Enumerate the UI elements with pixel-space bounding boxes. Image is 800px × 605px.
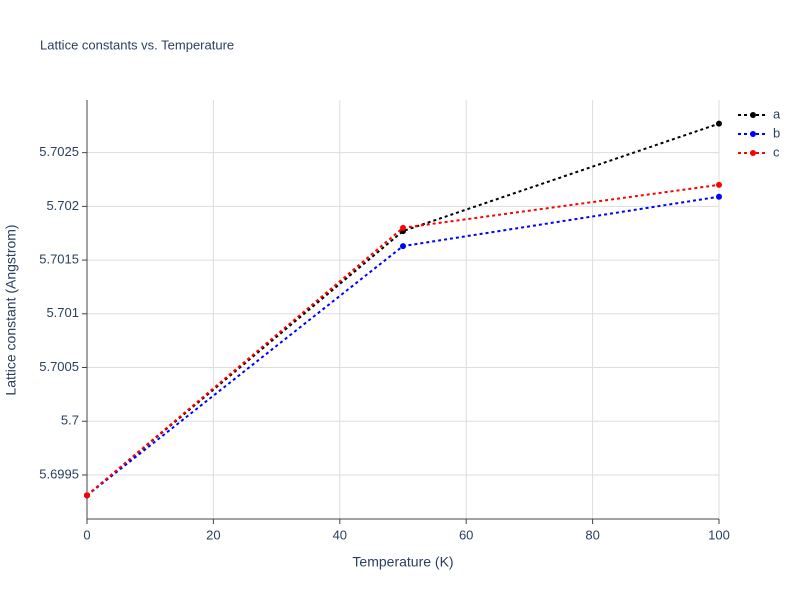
y-tick-label: 5.6995 bbox=[39, 466, 79, 481]
y-tick-label: 5.7015 bbox=[39, 252, 79, 267]
point bbox=[716, 120, 722, 127]
x-tick-label: 100 bbox=[708, 527, 730, 542]
x-tick-label: 60 bbox=[459, 527, 473, 542]
y-tick-label: 5.7005 bbox=[39, 359, 79, 374]
y-tick-label: 5.7 bbox=[61, 413, 79, 428]
point bbox=[716, 193, 722, 200]
y-axis-title: Lattice constant (Angstrom) bbox=[3, 224, 19, 395]
x-tick-label: 80 bbox=[585, 527, 599, 542]
legend-label: b bbox=[773, 125, 780, 140]
point bbox=[84, 492, 90, 499]
chart-title: Lattice constants vs. Temperature bbox=[40, 37, 234, 52]
point bbox=[400, 243, 406, 250]
x-tick-label: 40 bbox=[333, 527, 347, 542]
legend-label: c bbox=[773, 144, 780, 159]
legend-label: a bbox=[773, 106, 781, 121]
x-tick-label: 20 bbox=[206, 527, 220, 542]
legend-marker bbox=[750, 112, 756, 118]
point bbox=[716, 181, 722, 188]
legend-marker bbox=[750, 150, 756, 156]
y-tick-label: 5.701 bbox=[46, 305, 79, 320]
x-tick-label: 0 bbox=[83, 527, 90, 542]
x-axis-title: Temperature (K) bbox=[352, 554, 453, 570]
y-tick-label: 5.702 bbox=[46, 198, 79, 213]
y-tick-label: 5.7025 bbox=[39, 144, 79, 159]
legend-marker bbox=[750, 131, 756, 137]
point bbox=[400, 224, 406, 231]
